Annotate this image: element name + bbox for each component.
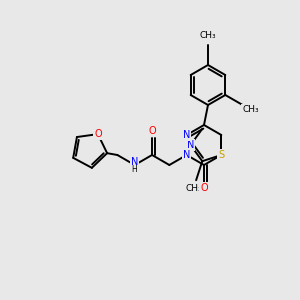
Text: O: O	[94, 129, 102, 139]
Text: O: O	[200, 183, 208, 193]
Text: N: N	[187, 140, 194, 150]
Text: N: N	[183, 130, 190, 140]
Text: H: H	[131, 166, 137, 175]
Text: N: N	[131, 157, 138, 167]
Text: O: O	[148, 126, 156, 136]
Text: CH₃: CH₃	[185, 184, 202, 193]
Text: N: N	[183, 150, 190, 160]
Text: CH₃: CH₃	[200, 32, 216, 40]
Text: CH₃: CH₃	[242, 105, 259, 114]
Text: S: S	[218, 150, 224, 160]
